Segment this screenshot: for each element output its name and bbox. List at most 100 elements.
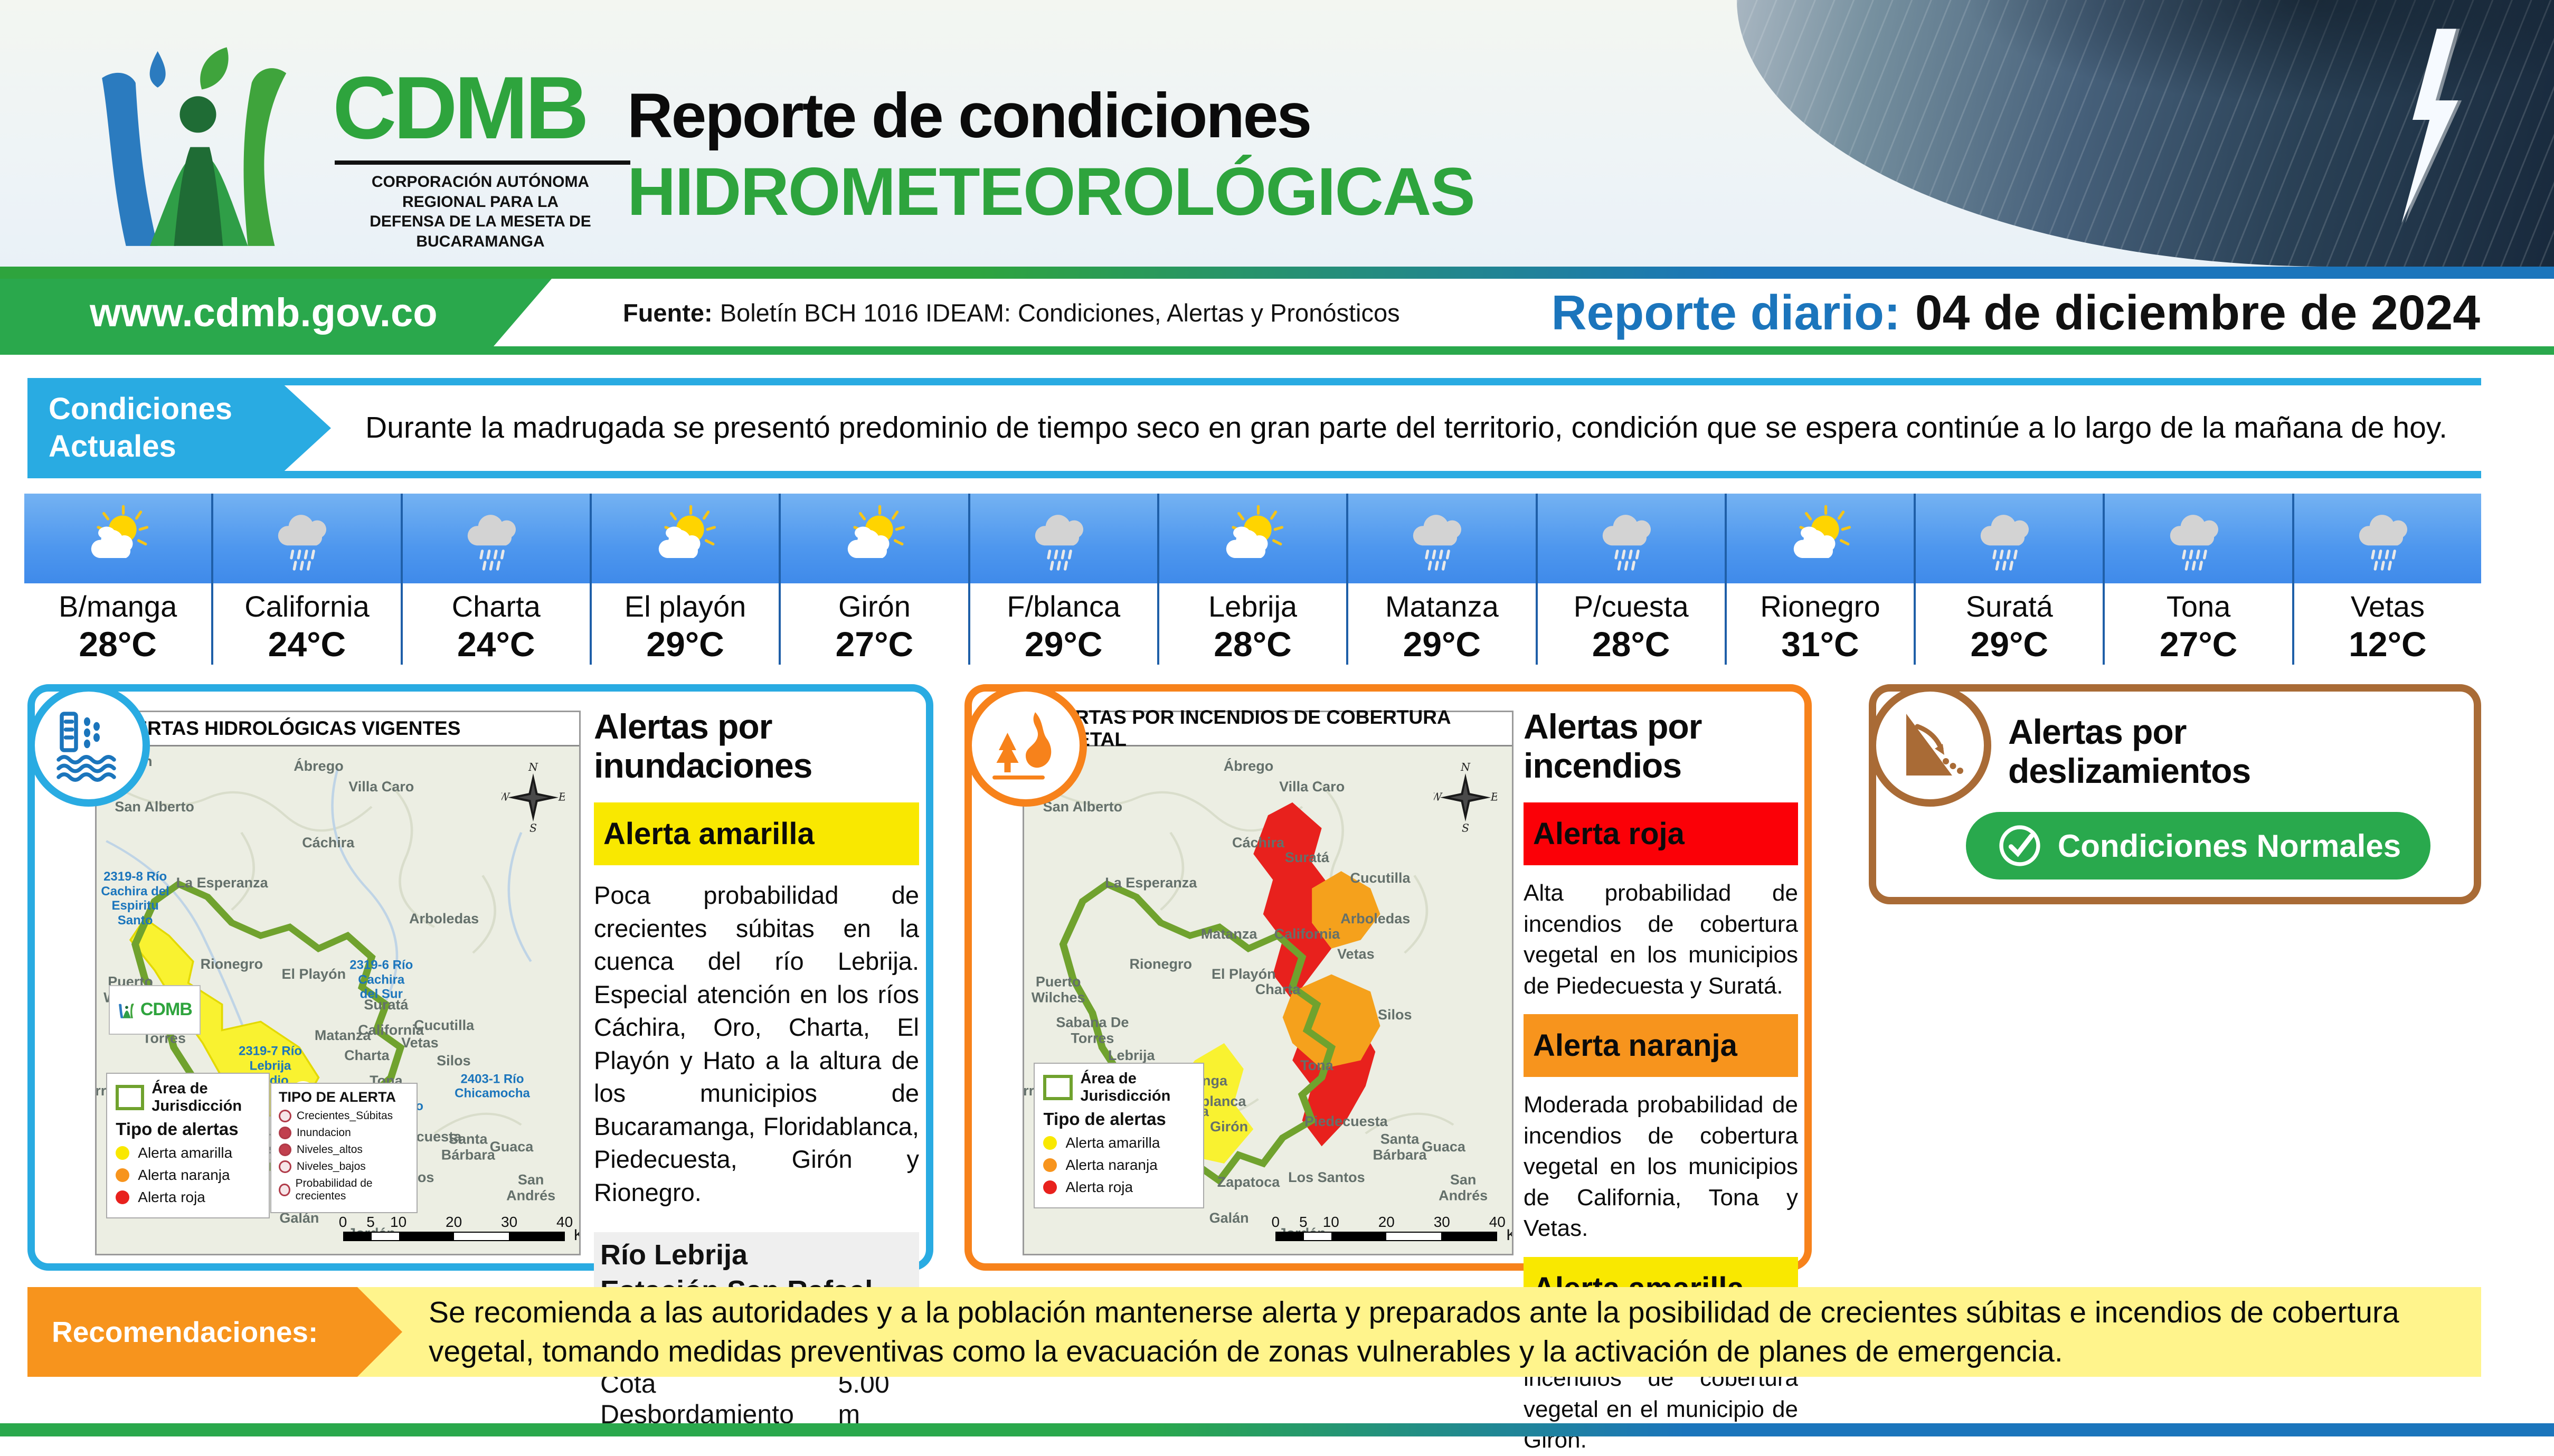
weather-cell: Suratá 29°C (1916, 494, 2105, 665)
source-text: Boletín BCH 1016 IDEAM: Condiciones, Ale… (720, 298, 1400, 327)
weather-icon (1029, 504, 1099, 573)
current-conditions-box: Condiciones Actuales Durante la madrugad… (27, 378, 2481, 478)
website-url[interactable]: www.cdmb.gov.co (90, 290, 438, 335)
map-town: Galán (1209, 1209, 1249, 1226)
landslide-icon (1906, 714, 1963, 776)
fire-map-title: ALERTAS POR INCENDIOS DE COBERTURA VEGET… (1024, 706, 1512, 750)
logo-acronym: CDMB (333, 58, 589, 157)
map-town: Silos (437, 1052, 471, 1069)
jurisdiction-label: Área de Jurisdicción (152, 1080, 242, 1114)
weather-icon (650, 504, 720, 573)
wildfire-icon (992, 712, 1052, 780)
map-town: Guaca (489, 1139, 534, 1155)
lightning-icon (2401, 29, 2462, 223)
header: CDMB CORPORACIÓN AUTÓNOMA REGIONAL PARA … (0, 0, 2554, 267)
weather-icon (2353, 504, 2423, 573)
logo-tagline-line1: CORPORACIÓN AUTÓNOMA REGIONAL PARA LA (371, 173, 590, 211)
report-date-line: Reporte diario: 04 de diciembre de 2024 (1552, 279, 2481, 346)
orange-alert-band: Alerta naranja (1524, 1014, 1798, 1077)
logo-divider (335, 160, 630, 165)
report-date: 04 de diciembre de 2024 (1915, 285, 2480, 340)
map-town: San Alberto (1043, 799, 1123, 815)
weather-icon (1407, 504, 1477, 573)
map-town: California (358, 1022, 424, 1038)
weather-icon (2164, 504, 2234, 573)
storm-photo (1737, 0, 2554, 267)
map-town: San Andrés (506, 1171, 556, 1204)
flood-map-body: N E S W San Martín Ábrego Villa Caro San… (97, 746, 579, 1254)
website-block: www.cdmb.gov.co (0, 279, 552, 346)
page-title-line1: Reporte de condiciones (627, 80, 1312, 151)
recommendations-text: Se recomienda a las autoridades y a la p… (429, 1295, 2399, 1368)
map-town: Zapatoca (1217, 1174, 1280, 1190)
weather-cell: Girón 27°C (781, 494, 970, 665)
red-alert-band: Alerta roja (1524, 802, 1798, 865)
weather-cell: B/manga 28°C (24, 494, 214, 665)
city-name: P/cuesta (1573, 590, 1689, 623)
city-name: El playón (624, 590, 746, 623)
weather-strip: B/manga 28°C California 24°C Charta 24°C El… (24, 494, 2482, 665)
city-name: Vetas (2350, 590, 2425, 623)
map-town: Vetas (1337, 946, 1375, 962)
map-town: Villa Caro (1279, 779, 1345, 795)
status-badge: Condiciones Normales (2057, 828, 2401, 864)
weather-cell: California 24°C (213, 494, 403, 665)
water-gauge-icon (56, 712, 116, 782)
city-temp: 27°C (2159, 625, 2238, 664)
map-town: Cucutilla (1350, 870, 1411, 886)
flood-badge (27, 684, 150, 807)
inundacion-icon (279, 1127, 292, 1140)
orange-alert-text: Moderada probabilidad de incendios de co… (1524, 1092, 1798, 1242)
fire-map-body: N E S W San Martín Ábrego Villa Caro San… (1024, 746, 1512, 1254)
legend-title: Tipo de alertas (116, 1119, 239, 1139)
recommendations-label: Recomendaciones: (27, 1287, 402, 1377)
city-temp: 24°C (268, 625, 346, 664)
weather-cell: Tona 27°C (2105, 494, 2294, 665)
map-cdmb-logo-text: CDMB (140, 999, 193, 1020)
jurisdiction-swatch (1043, 1074, 1073, 1100)
map-town: Arboledas (1340, 910, 1411, 926)
compass-rose-icon: N E S W (502, 762, 565, 834)
map-town: Charta (1255, 981, 1301, 998)
svg-text:S: S (1462, 821, 1469, 834)
map-town: Villa Caro (348, 779, 414, 795)
map-town: La Esperanza (1105, 875, 1197, 891)
flood-map: ALERTAS HIDROLÓGICAS VIGENTES (95, 711, 581, 1255)
map-town: Ábrego (294, 758, 344, 774)
weather-icon (1785, 504, 1855, 573)
map-town: Cáchira (1232, 834, 1285, 850)
map-town: Suratá (1284, 849, 1329, 866)
map-town: Matanza (1200, 925, 1257, 942)
weather-icon (272, 504, 342, 573)
map-town: Los Santos (1288, 1169, 1365, 1185)
landslide-badge (1869, 684, 1991, 807)
crecientes-icon (279, 1110, 292, 1123)
red-dot-icon (1043, 1180, 1057, 1194)
map-town: California (1274, 925, 1340, 942)
map-town: Girón (1210, 1118, 1248, 1134)
weather-cell: Lebrija 28°C (1159, 494, 1349, 665)
map-cdmb-logo-icon (118, 1003, 134, 1018)
flood-alerts-panel: ALERTAS HIDROLÓGICAS VIGENTES (27, 684, 933, 1429)
city-temp: 29°C (1024, 625, 1103, 664)
yellow-alert-band: Alerta amarilla (594, 802, 919, 865)
weather-icon (83, 504, 153, 573)
footer-gradient-bar (0, 1423, 2554, 1436)
niveles-bajos-icon (279, 1160, 292, 1174)
map-town: Ábrego (1223, 758, 1274, 774)
flood-panel-title: Alertas por inundaciones (594, 707, 812, 785)
landslide-panel-title: Alertas por deslizamientos (2008, 712, 2251, 790)
yellow-dot-icon (116, 1146, 130, 1160)
map-town: Cucutilla (414, 1017, 475, 1033)
recommendations-bar: Recomendaciones: Se recomienda a las aut… (27, 1287, 2481, 1377)
fire-map-legend: Área de Jurisdicción Tipo de alertas Ale… (1034, 1062, 1204, 1208)
cdmb-logo-text: CDMB CORPORACIÓN AUTÓNOMA REGIONAL PARA … (333, 63, 649, 251)
city-temp: 28°C (79, 625, 157, 664)
current-conditions-text: Durante la madrugada se presentó predomi… (365, 411, 2447, 445)
page-title-line2: HIDROMETEOROLÓGICAS (627, 154, 1475, 230)
map-river-label: 2403-1 Río Chicamocha (455, 1072, 530, 1101)
map-town: Guaca (1422, 1139, 1465, 1155)
niveles-altos-icon (279, 1143, 292, 1157)
yellow-dot-icon (1043, 1136, 1057, 1150)
station-river: Río Lebrija (600, 1239, 748, 1271)
